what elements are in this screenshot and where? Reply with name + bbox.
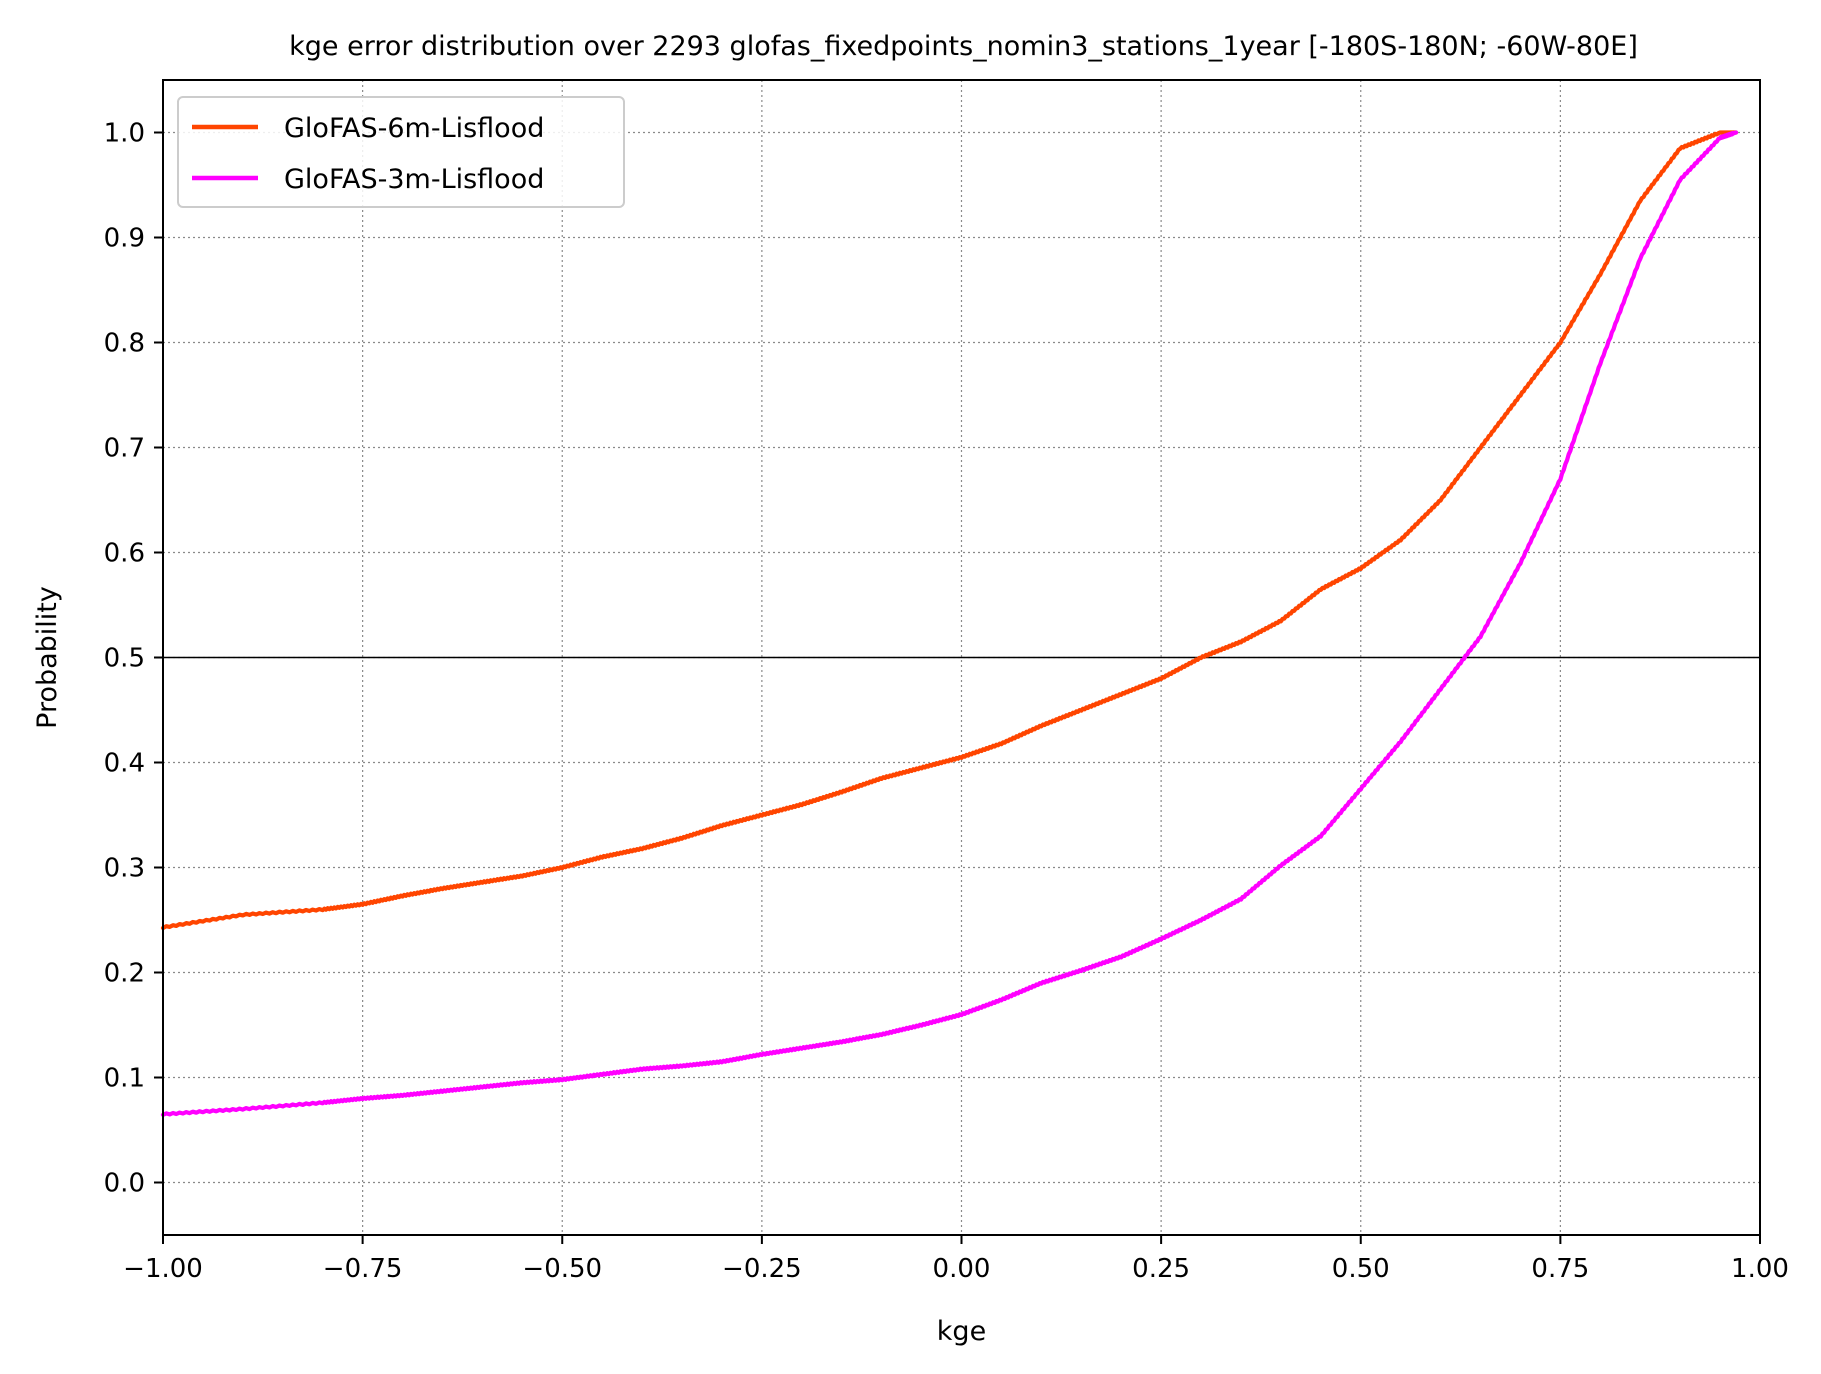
x-axis-label: kge [937,1316,986,1347]
x-tick-label: −0.25 [722,1254,802,1284]
legend-label-glofas-6m-lisflood: GloFAS-6m-Lisflood [284,113,544,144]
y-tick-label: 1.0 [104,119,145,149]
y-tick-label: 0.6 [104,539,145,569]
x-tick-label: 0.25 [1132,1254,1190,1284]
y-tick-label: 0.1 [104,1064,145,1094]
x-tick-label: 0.75 [1531,1254,1589,1284]
y-tick-label: 0.9 [104,224,145,254]
y-tick-label: 0.4 [104,749,145,779]
x-tick-label: 1.00 [1731,1254,1789,1284]
series-line-glofas-6m-lisflood [160,130,1739,931]
x-tick-label: −0.50 [522,1254,602,1284]
legend: GloFAS-6m-Lisflood GloFAS-3m-Lisflood [177,96,625,208]
y-tick-label: 0.7 [104,434,145,464]
y-tick-label: 0.8 [104,329,145,359]
x-tick-label: −1.00 [123,1254,203,1284]
ticks: −1.00 −0.75 −0.50 −0.25 0.00 0.25 0.50 0.75 1.00… [104,119,1789,1285]
legend-label-glofas-3m-lisflood: GloFAS-3m-Lisflood [284,164,544,195]
y-axis-label: Probability [32,586,63,729]
y-tick-label: 0.0 [104,1169,145,1199]
grid [162,80,1761,1235]
chart-title: kge error distribution over 2293 glofas_… [289,31,1638,62]
y-tick-label: 0.5 [104,644,145,674]
x-tick-label: −0.75 [323,1254,403,1284]
series-line-glofas-3m-lisflood [160,130,1739,1117]
x-tick-label: 0.00 [933,1254,991,1284]
y-tick-label: 0.3 [104,854,145,884]
y-tick-label: 0.2 [104,959,145,989]
x-tick-label: 0.50 [1332,1254,1390,1284]
legend-box [177,96,625,208]
series-group [160,130,1739,1117]
